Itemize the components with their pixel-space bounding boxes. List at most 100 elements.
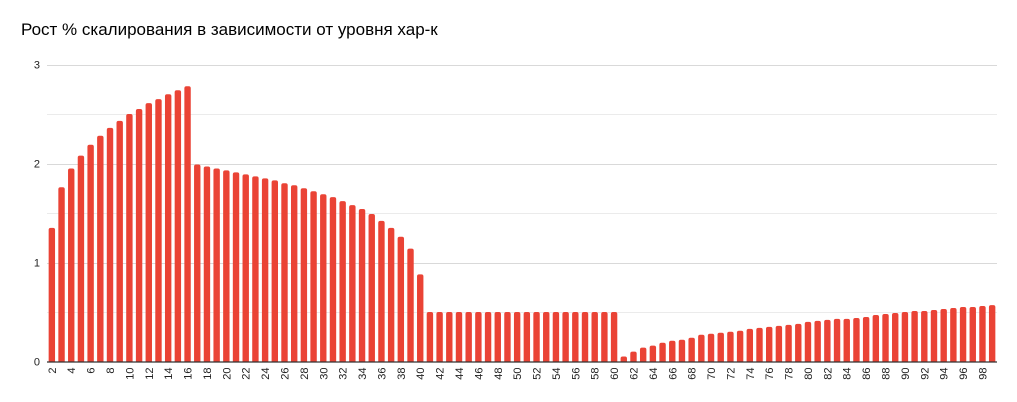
bar xyxy=(804,321,812,362)
bar xyxy=(145,103,152,362)
bar xyxy=(533,312,540,362)
x-tick-label: 46 xyxy=(473,368,485,380)
x-tick-label: 68 xyxy=(687,368,699,380)
bar xyxy=(872,314,880,362)
bar xyxy=(659,342,666,362)
x-tick-label: 50 xyxy=(512,368,524,380)
bar xyxy=(601,312,608,362)
y-tick-label: 2 xyxy=(34,159,40,171)
bar xyxy=(795,323,802,362)
x-tick-label: 2 xyxy=(47,368,59,374)
x-tick-label: 56 xyxy=(570,368,582,380)
bar xyxy=(320,194,327,362)
bar xyxy=(814,320,821,362)
bar xyxy=(591,312,598,362)
bar xyxy=(203,166,211,362)
bar xyxy=(58,187,65,362)
bar xyxy=(417,274,424,362)
bar xyxy=(223,170,230,362)
bar xyxy=(911,311,918,362)
x-tick-label: 8 xyxy=(105,368,117,374)
bar xyxy=(378,220,385,362)
y-tick-label: 1 xyxy=(34,258,40,270)
bar xyxy=(135,109,143,362)
bar xyxy=(756,327,763,362)
x-tick-label: 80 xyxy=(803,368,815,380)
bar xyxy=(921,311,928,362)
bar xyxy=(126,114,133,362)
bar xyxy=(446,312,453,362)
bar xyxy=(765,326,773,362)
x-tick-label: 42 xyxy=(435,368,447,380)
bar xyxy=(882,313,889,362)
x-tick-label: 54 xyxy=(551,368,563,380)
bar xyxy=(785,324,792,362)
y-axis-labels: 0 1 2 3 xyxy=(34,60,40,369)
bar xyxy=(281,183,288,362)
bar xyxy=(523,312,531,362)
bar xyxy=(329,197,337,362)
x-tick-label: 38 xyxy=(396,368,408,380)
x-tick-label: 22 xyxy=(241,368,253,380)
x-tick-label: 34 xyxy=(357,368,369,380)
x-tick-label: 92 xyxy=(919,368,931,380)
bar xyxy=(901,312,909,362)
x-tick-label: 52 xyxy=(532,368,544,380)
x-tick-label: 98 xyxy=(977,368,989,380)
chart-title: Рост % скалирования в зависимости от уро… xyxy=(21,20,438,39)
bar xyxy=(504,312,511,362)
bar xyxy=(174,90,182,362)
bar xyxy=(106,127,114,362)
x-tick-label: 96 xyxy=(958,368,970,380)
bar xyxy=(436,312,443,362)
bar xyxy=(892,312,899,362)
bar xyxy=(164,94,172,362)
bar xyxy=(678,339,686,362)
bar xyxy=(349,205,356,362)
bar xyxy=(213,168,220,362)
x-tick-label: 16 xyxy=(183,368,195,380)
bar xyxy=(155,99,162,362)
x-tick-label: 20 xyxy=(221,368,233,380)
x-tick-label: 76 xyxy=(764,368,776,380)
x-tick-label: 28 xyxy=(299,368,311,380)
bar xyxy=(707,333,715,362)
x-tick-label: 18 xyxy=(202,368,214,380)
bar xyxy=(116,120,123,362)
bar xyxy=(950,308,957,362)
x-tick-label: 36 xyxy=(376,368,388,380)
bar xyxy=(862,316,870,362)
x-tick-label: 10 xyxy=(124,368,136,380)
bar xyxy=(727,331,734,362)
bar xyxy=(77,155,85,362)
x-tick-label: 30 xyxy=(318,368,330,380)
bar xyxy=(513,312,521,362)
x-tick-label: 40 xyxy=(415,368,427,380)
x-tick-label: 66 xyxy=(667,368,679,380)
bar xyxy=(552,312,560,362)
x-tick-label: 6 xyxy=(86,368,98,374)
bar xyxy=(261,178,269,362)
bar xyxy=(300,188,308,362)
x-tick-label: 74 xyxy=(745,368,757,380)
x-tick-label: 88 xyxy=(881,368,893,380)
bar xyxy=(397,236,405,362)
bar xyxy=(87,144,94,362)
bar xyxy=(717,332,724,362)
x-tick-label: 44 xyxy=(454,368,466,380)
bar xyxy=(97,135,104,362)
bar xyxy=(455,312,463,362)
bar xyxy=(252,176,259,362)
x-tick-label: 32 xyxy=(338,368,350,380)
bar xyxy=(310,191,317,362)
bar xyxy=(988,305,996,362)
bars xyxy=(48,86,996,362)
x-tick-label: 82 xyxy=(822,368,834,380)
gridlines xyxy=(47,65,997,313)
bar xyxy=(959,307,967,362)
bar xyxy=(581,312,589,362)
x-tick-label: 86 xyxy=(861,368,873,380)
bar xyxy=(543,312,550,362)
bar xyxy=(649,345,657,362)
